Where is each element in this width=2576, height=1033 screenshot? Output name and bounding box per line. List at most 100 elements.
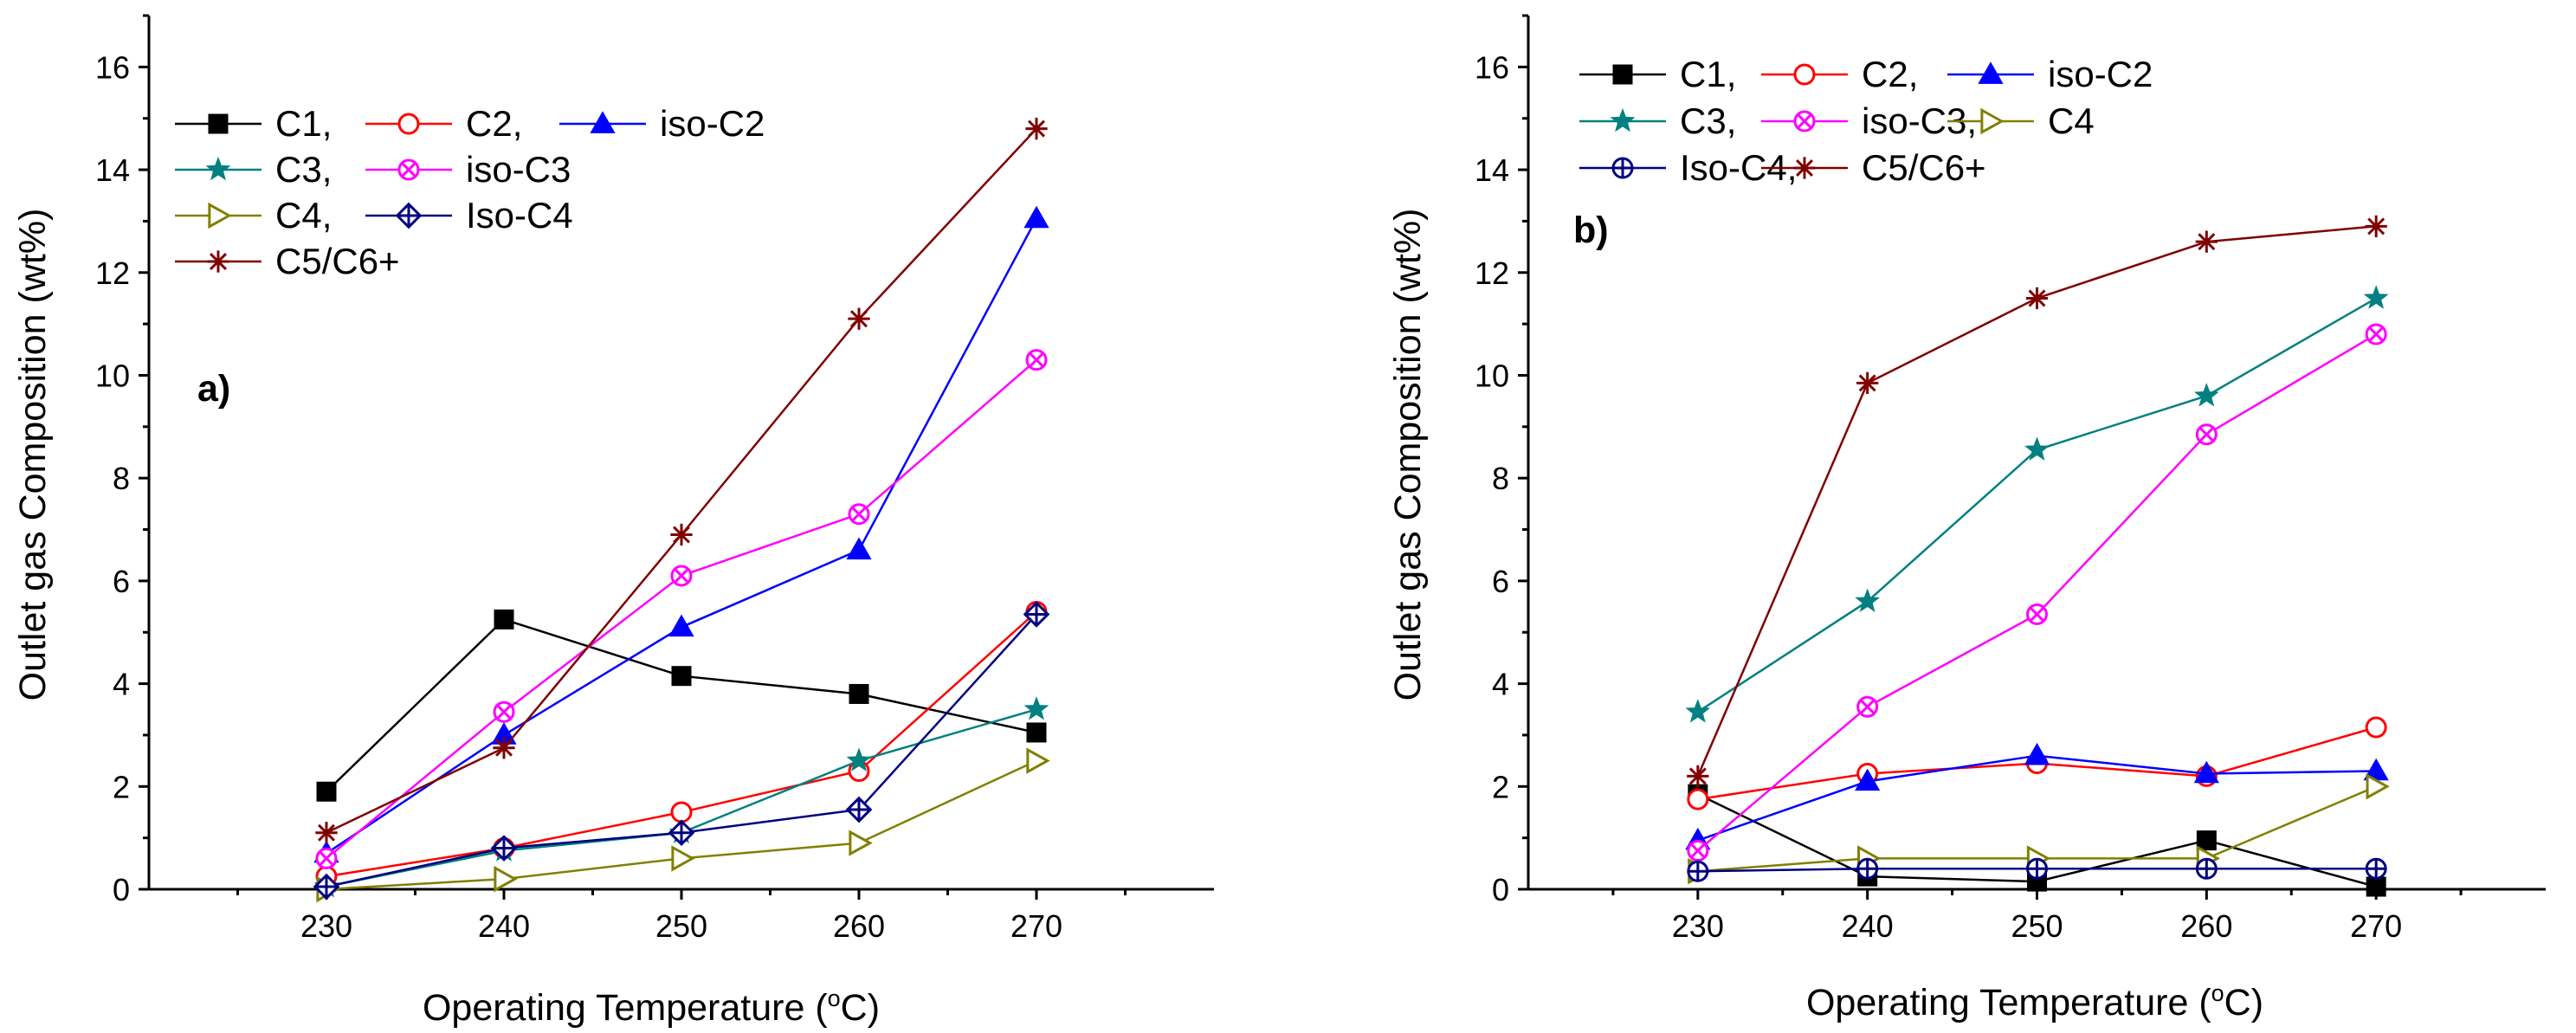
chart-a-legend-label-c2: C2,	[466, 103, 522, 144]
chart-b-legend-entry-c4: C4	[1947, 100, 2095, 141]
chart-a-point-c3-270	[1023, 696, 1049, 720]
chart-b-y-tick-label: 12	[1475, 255, 1509, 291]
chart-b-point-iso-c4-260	[2195, 857, 2218, 880]
chart-a-series-iso-c3	[315, 349, 1048, 869]
chart-a-point-iso-c2-270	[1023, 205, 1049, 229]
chart-a-point-c4-250	[671, 845, 695, 872]
chart-a-legend-entry-iso-c3: iso-C3	[365, 149, 571, 190]
chart-a-point-c4-270	[1026, 747, 1050, 774]
chart-b-legend-marker-c2	[1793, 63, 1816, 86]
chart-a-legend-label-c1: C1,	[275, 103, 332, 144]
chart-b-series-iso-c3	[1687, 323, 2387, 862]
chart-a-point-c1-250	[671, 666, 692, 687]
chart-a-series-iso-c4	[313, 601, 1050, 901]
chart-a-legend-marker-c4	[208, 202, 232, 229]
chart-a-legend-label-iso-c2: iso-C2	[660, 103, 765, 144]
chart-a-x-axis-title-text: Operating Temperature	[423, 987, 804, 1029]
chart-b-legend-entry-iso-c2: iso-C2	[1947, 54, 2153, 94]
chart-b-y-tick-label: 8	[1492, 461, 1509, 496]
chart-b-point-c5-c6-230	[1687, 765, 1709, 788]
chart-b-x-tick-label: 260	[2180, 908, 2232, 944]
chart-b-point-iso-c4-230	[1687, 860, 1709, 882]
chart-b-y-tick-label: 4	[1492, 667, 1509, 702]
chart-a-point-c1-230	[316, 781, 337, 802]
chart-b-legend-label-c4: C4	[2048, 100, 2095, 141]
chart-b-point-c5-c6-240	[1856, 371, 1879, 395]
chart-b-legend-label-c1: C1,	[1680, 54, 1736, 94]
chart-b-point-c5-c6-270	[2365, 215, 2387, 237]
chart-a-point-iso-c3-270	[1025, 349, 1048, 371]
chart-a-x-axis-title: Operating Temperature (oC)	[423, 985, 880, 1029]
chart-a-series	[313, 117, 1050, 903]
chart-b-point-iso-c2-250	[2024, 742, 2050, 765]
chart-a-legend-label-c3: C3,	[275, 149, 332, 190]
chart-b-series-iso-c4	[1687, 857, 2387, 882]
chart-a-y-tick-label: 4	[113, 667, 130, 702]
chart-b-series-iso-c2	[1685, 742, 2389, 850]
chart-a-point-iso-c3-250	[670, 565, 693, 587]
chart-b-x-axis-title-text: Operating Temperature	[1806, 982, 2188, 1023]
chart-b-point-c4-270	[2366, 773, 2390, 800]
chart-a-point-iso-c3-230	[315, 847, 338, 869]
chart-a-series-line-c1	[326, 617, 1037, 793]
chart-a-legend-marker-iso-c2	[590, 111, 616, 133]
chart-b-legend-entry-c5-c6: C5/C6+	[1761, 147, 1986, 188]
chart-b-y-tick-label: 14	[1475, 152, 1509, 188]
chart-a-y-tick-label: 12	[95, 255, 130, 291]
chart-b-y-tick-label: 16	[1475, 49, 1509, 85]
chart-b-x-tick-label: 270	[2350, 908, 2402, 944]
chart-b-x-axis-title-unit-open: (	[2198, 982, 2211, 1023]
chart-a-point-c1-260	[849, 683, 869, 704]
chart-b-y-tick-label: 2	[1492, 769, 1509, 804]
chart-b-point-c3-240	[1855, 588, 1881, 612]
chart-b-legend-label-c2: C2,	[1862, 54, 1918, 94]
chart-b-point-c1-270	[2366, 876, 2386, 897]
chart-b-series-line-c3	[1697, 297, 2377, 713]
chart-a-legend-entry-c2: C2,	[365, 103, 522, 144]
chart-a-x-axis-title-unit-open: (	[815, 987, 828, 1029]
chart-b-point-iso-c3-270	[2365, 323, 2387, 345]
chart-b-legend-entry-c2: C2,	[1761, 54, 1918, 94]
chart-a-series-line-iso-c3	[326, 358, 1037, 860]
chart-b-legend-label-c3: C3,	[1680, 100, 1736, 141]
chart-b-legend-marker-c1	[1612, 64, 1633, 85]
chart-b-y-tick-label: 6	[1492, 564, 1509, 599]
chart-b-point-c1-260	[2196, 830, 2217, 851]
chart-a-point-c5-c6-240	[493, 737, 515, 759]
chart-b-point-c2-230	[1687, 788, 1709, 810]
chart-b-legend-entry-c3: C3,	[1579, 100, 1736, 141]
chart-a-y-tick-label: 0	[113, 872, 130, 907]
chart-b-point-c5-c6-250	[2025, 287, 2049, 310]
chart-b-x-tick-label: 240	[1842, 908, 1894, 944]
chart-b-point-c3-230	[1685, 699, 1711, 723]
chart-a-x-axis-title-unit-close: C)	[841, 987, 880, 1029]
chart-b-point-c2-270	[2365, 716, 2387, 739]
chart-a-point-iso-c2-250	[668, 614, 694, 637]
chart-a-y-tick-label: 2	[113, 769, 130, 804]
chart-a-point-c1-240	[494, 609, 514, 629]
chart-a-point-iso-c4-260	[845, 796, 873, 823]
chart-a-y-axis-title: Outlet gas Composition (wt%)	[12, 209, 54, 701]
chart-a-y-tick-label: 10	[95, 358, 130, 393]
chart-b-point-iso-c3-250	[2026, 603, 2048, 625]
chart-a-point-c1-270	[1026, 722, 1047, 743]
chart-b-point-c5-c6-260	[2195, 230, 2218, 253]
chart-b-series-c3	[1685, 285, 2389, 723]
chart-b-panel-label: b)	[1573, 210, 1609, 251]
chart-b-legend-marker-iso-c4	[1611, 157, 1634, 179]
chart-a-series-line-c5-c6	[326, 127, 1037, 834]
chart-b-point-iso-c3-240	[1856, 695, 1879, 718]
chart-a-x-axis-title-degree: o	[828, 985, 841, 1011]
chart-a-x-tick-label: 240	[478, 908, 530, 944]
chart-a-legend-entry-iso-c2: iso-C2	[559, 103, 765, 144]
chart-a-point-iso-c3-240	[493, 701, 515, 723]
chart-b-point-iso-c2-240	[1855, 768, 1881, 791]
chart-a-y-tick-label: 14	[95, 152, 130, 188]
chart-a-legend-marker-c1	[208, 113, 229, 134]
chart-b-point-iso-c4-240	[1856, 857, 1879, 880]
chart-b-x-tick-label: 230	[1672, 908, 1724, 944]
chart-b-axes: 0 2 4 6 8 10 12 14 16 230 240 250 260 270	[1475, 14, 2546, 944]
chart-a-point-iso-c4-250	[668, 819, 695, 847]
chart-a-point-c5-c6-250	[670, 523, 693, 546]
